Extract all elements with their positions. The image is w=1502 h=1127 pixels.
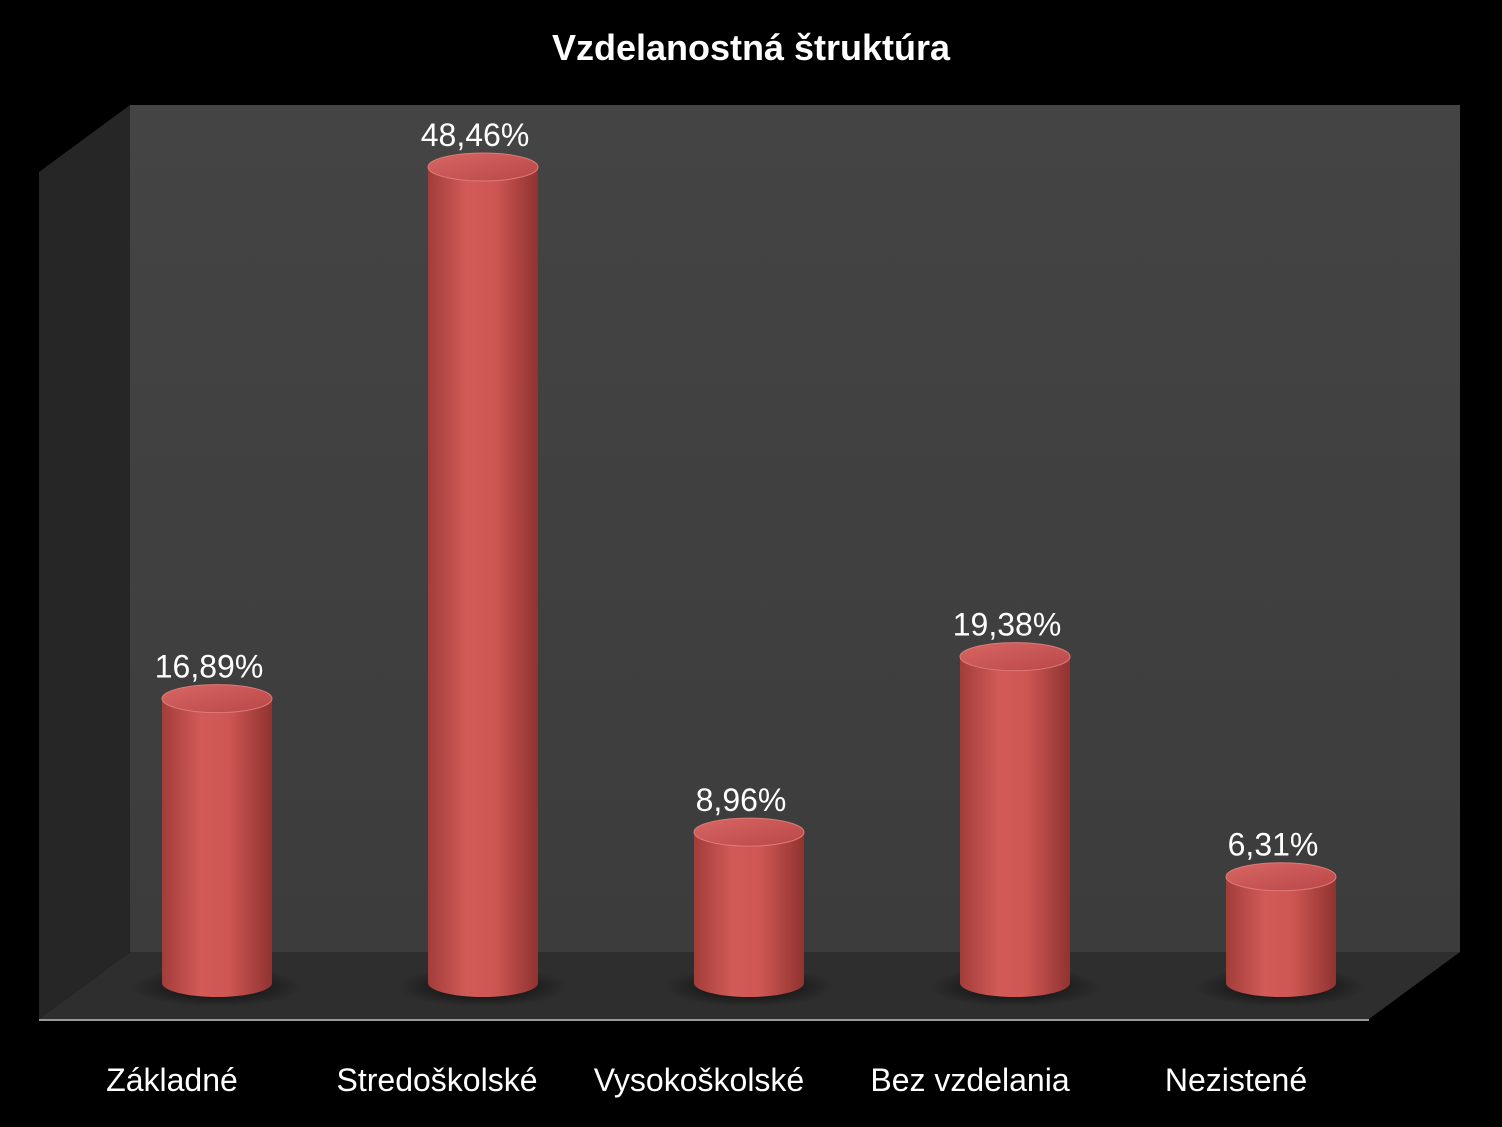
category-label: Vysokoškolské xyxy=(594,1062,804,1098)
bar-body xyxy=(960,656,1070,997)
category-labels-group: Základné Stredoškolské Vysokoškolské Bez vz… xyxy=(106,1062,1307,1098)
bar-top xyxy=(959,642,1071,672)
data-label: 48,46% xyxy=(421,117,530,153)
value-labels-group: 16,89% 48,46% 8,96% 19,38% 6,31% xyxy=(155,117,1319,863)
bar xyxy=(930,642,1100,1007)
bar-top xyxy=(1225,862,1337,892)
data-label: 16,89% xyxy=(155,649,264,685)
bar-top xyxy=(427,152,539,182)
bar-body xyxy=(1226,876,1336,997)
data-label: 6,31% xyxy=(1228,827,1319,863)
bar-top xyxy=(693,817,805,847)
category-label: Bez vzdelania xyxy=(870,1062,1069,1098)
bar-body xyxy=(694,832,804,997)
data-label: 19,38% xyxy=(953,607,1062,643)
bar xyxy=(398,152,568,1007)
category-label: Stredoškolské xyxy=(337,1062,538,1098)
data-label: 8,96% xyxy=(696,782,787,818)
bar xyxy=(1196,862,1366,1007)
back-wall xyxy=(130,105,1460,952)
category-label: Základné xyxy=(106,1062,238,1098)
bar-top xyxy=(161,684,273,714)
side-wall xyxy=(39,105,130,1019)
category-label: Nezistené xyxy=(1165,1062,1307,1098)
bar xyxy=(664,817,834,1007)
bar xyxy=(132,684,302,1007)
chart-title: Vzdelanostná štruktúra xyxy=(552,27,951,68)
bar-body xyxy=(428,167,538,997)
bar-body xyxy=(162,698,272,997)
bars-group xyxy=(132,152,1366,1007)
